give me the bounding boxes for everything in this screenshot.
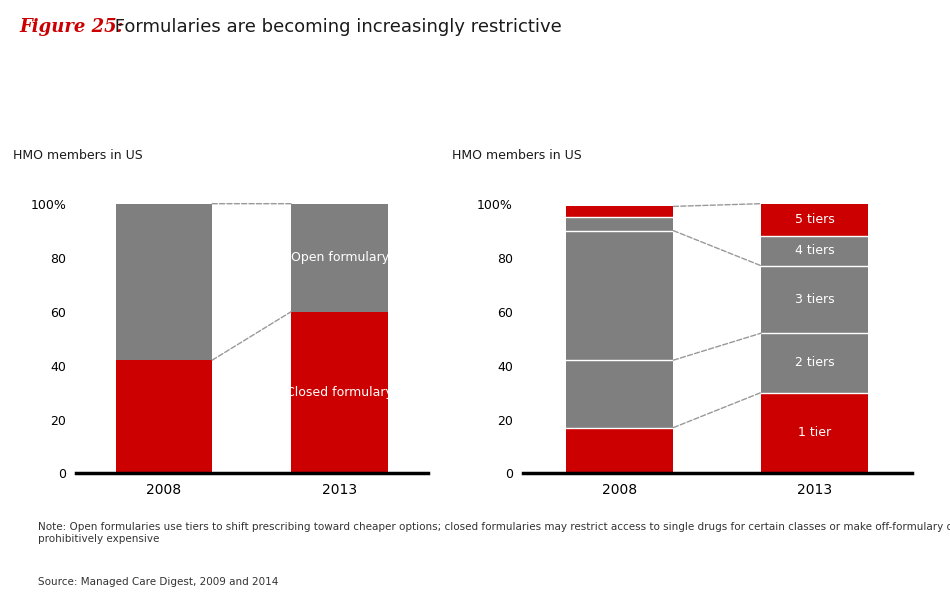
Text: Note: Open formularies use tiers to shift prescribing toward cheaper options; cl: Note: Open formularies use tiers to shif…	[38, 522, 950, 544]
Text: Open formulary: Open formulary	[291, 251, 389, 264]
Text: 3 tiers: 3 tiers	[795, 293, 834, 306]
Bar	[761, 204, 868, 236]
Bar	[761, 266, 868, 333]
Text: Closed formulary: Closed formulary	[286, 386, 393, 399]
Text: Source: Managed Care Digest, 2009 and 2014: Source: Managed Care Digest, 2009 and 20…	[38, 577, 278, 586]
Bar	[566, 217, 674, 231]
Bar	[292, 311, 388, 473]
Text: Figure 25:: Figure 25:	[19, 18, 124, 36]
Text: HMO members in US: HMO members in US	[12, 149, 142, 161]
Bar	[566, 360, 674, 427]
Text: 1 tier: 1 tier	[798, 427, 831, 439]
Text: 2 tiers: 2 tiers	[795, 356, 834, 369]
Bar	[566, 206, 674, 217]
Bar	[761, 333, 868, 393]
Bar	[566, 231, 674, 360]
Bar	[116, 360, 212, 473]
Bar	[292, 204, 388, 311]
Text: 5 tiers: 5 tiers	[795, 214, 834, 226]
Text: 4 tiers: 4 tiers	[795, 245, 834, 257]
Text: HMO members in US: HMO members in US	[452, 149, 582, 161]
Bar	[761, 393, 868, 473]
Text: Formularies are becoming increasingly restrictive: Formularies are becoming increasingly re…	[109, 18, 562, 36]
Bar	[116, 204, 212, 360]
Text: More closed formularies further limit the choices of patients
and physicians: More closed formularies further limit th…	[41, 115, 444, 143]
Bar	[761, 236, 868, 266]
Bar	[566, 427, 674, 473]
Text: While use of single-tier closed formularies increases,
so does use of more-compl: While use of single-tier closed formular…	[526, 115, 880, 143]
